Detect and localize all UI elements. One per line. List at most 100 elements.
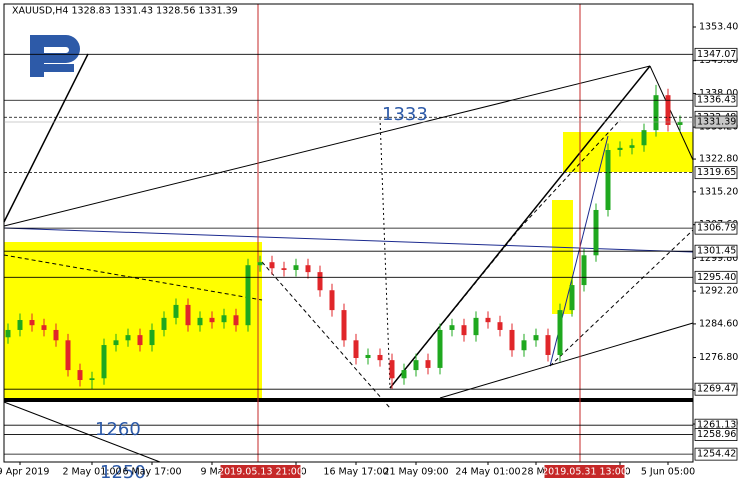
candle-body: [329, 290, 335, 311]
candle-body: [29, 320, 35, 326]
candle-body: [641, 130, 647, 146]
trend-line: [519, 119, 621, 229]
candle-body: [533, 335, 539, 341]
trend-line: [3, 65, 651, 227]
candle-body: [509, 329, 515, 351]
candle-body: [221, 315, 227, 323]
candle-body: [389, 360, 395, 379]
level-box: [694, 166, 738, 180]
x-tick-label: 9 Ma: [200, 467, 223, 478]
cursor-label: 2019.05.13 21:00: [218, 467, 303, 478]
candle-body: [41, 325, 47, 330]
candle-body: [17, 320, 23, 330]
header: XAUUSD,H4 1328.83 1331.43 1328.56 1331.3…: [12, 6, 238, 17]
candle-body: [437, 329, 443, 368]
candle-body: [305, 265, 311, 273]
candle-body: [461, 325, 467, 336]
candle-body: [581, 255, 587, 286]
x-tick-label: 16 May 17:00: [323, 467, 388, 478]
level-label: 1336.43: [697, 95, 736, 106]
y-tick-label: 1322.80: [699, 154, 738, 165]
candle-body: [233, 315, 239, 326]
x-tick-label: 21 May 09:00: [383, 467, 448, 478]
level-box: [694, 221, 738, 235]
trend-line: [649, 65, 694, 161]
y-tick-label: 1338.00: [699, 88, 738, 99]
candle-body: [473, 317, 479, 336]
candle-body: [497, 322, 503, 330]
candle-body: [617, 147, 623, 150]
x-tick-label: 24 May 01:00: [455, 467, 520, 478]
candle-body: [341, 310, 347, 341]
candle-body: [173, 304, 179, 318]
last-price-label: 1331.39: [697, 116, 736, 127]
logo-bar: [38, 64, 74, 72]
y-tick-label: 1284.60: [699, 318, 738, 329]
candle-body: [185, 304, 191, 326]
trend-line: [3, 401, 161, 463]
trend-line: [389, 65, 651, 389]
candle-body: [89, 378, 95, 381]
y-tick-label: 1353.40: [699, 22, 738, 33]
candle-body: [245, 265, 251, 326]
candle-body: [413, 360, 419, 371]
level-box: [694, 244, 738, 258]
plot-frame: [3, 3, 694, 463]
candle-body: [521, 340, 527, 351]
x-tick-label: 6 May 17:00: [122, 467, 181, 478]
analysis-shapes: [3, 4, 694, 463]
level-label: 1301.45: [697, 246, 736, 257]
candle-body: [293, 265, 299, 270]
candle-body: [557, 310, 563, 355]
candle-body: [545, 335, 551, 355]
candle-body: [281, 268, 287, 270]
trend-line: [3, 53, 89, 223]
candle-body: [653, 95, 659, 131]
level-box: [694, 270, 738, 284]
candle-body: [485, 317, 491, 323]
level-label: 1269.47: [697, 384, 736, 395]
level-label: 1254.42: [697, 449, 736, 460]
trend-line: [3, 227, 694, 253]
candle-body: [677, 121, 683, 125]
candle-body: [317, 272, 323, 291]
level-label: 1261.13: [697, 420, 736, 431]
logo: [30, 35, 80, 77]
level-box: [694, 428, 738, 441]
candle-body: [137, 335, 143, 346]
trend-line: [389, 227, 521, 389]
level-label: 1295.40: [697, 272, 736, 283]
cursor-box: [544, 465, 625, 478]
level-box: [694, 47, 738, 61]
level-label: 1319.65: [697, 167, 736, 178]
candle-body: [449, 325, 455, 330]
candle-body: [113, 340, 119, 346]
x-tick-label: 29 Apr 2019: [0, 467, 49, 478]
candle-body: [365, 354, 371, 358]
trend-line: [3, 254, 263, 301]
candle-body: [377, 354, 383, 361]
candle-body: [425, 360, 431, 368]
annotation: 1260: [95, 419, 141, 440]
candle-body: [269, 262, 275, 269]
candle-body: [593, 209, 599, 256]
candle-body: [5, 329, 11, 338]
level-label: 1347.07: [697, 49, 736, 60]
annotation: 1250: [100, 462, 146, 480]
trend-line: [439, 322, 694, 399]
level-box: [694, 93, 738, 107]
zone: [4, 242, 262, 400]
level-label: 1306.79: [697, 223, 736, 234]
candle-body: [569, 285, 575, 311]
level-box: [694, 382, 738, 396]
candle-body: [149, 329, 155, 346]
candle-body: [665, 95, 671, 125]
y-tick-label: 1292.20: [699, 286, 738, 297]
trend-line: [549, 229, 694, 367]
level-box: [694, 447, 738, 461]
last-price-box: [694, 115, 738, 129]
candle-body: [353, 340, 359, 358]
candle-body: [629, 145, 635, 148]
candle-body: [101, 345, 107, 379]
